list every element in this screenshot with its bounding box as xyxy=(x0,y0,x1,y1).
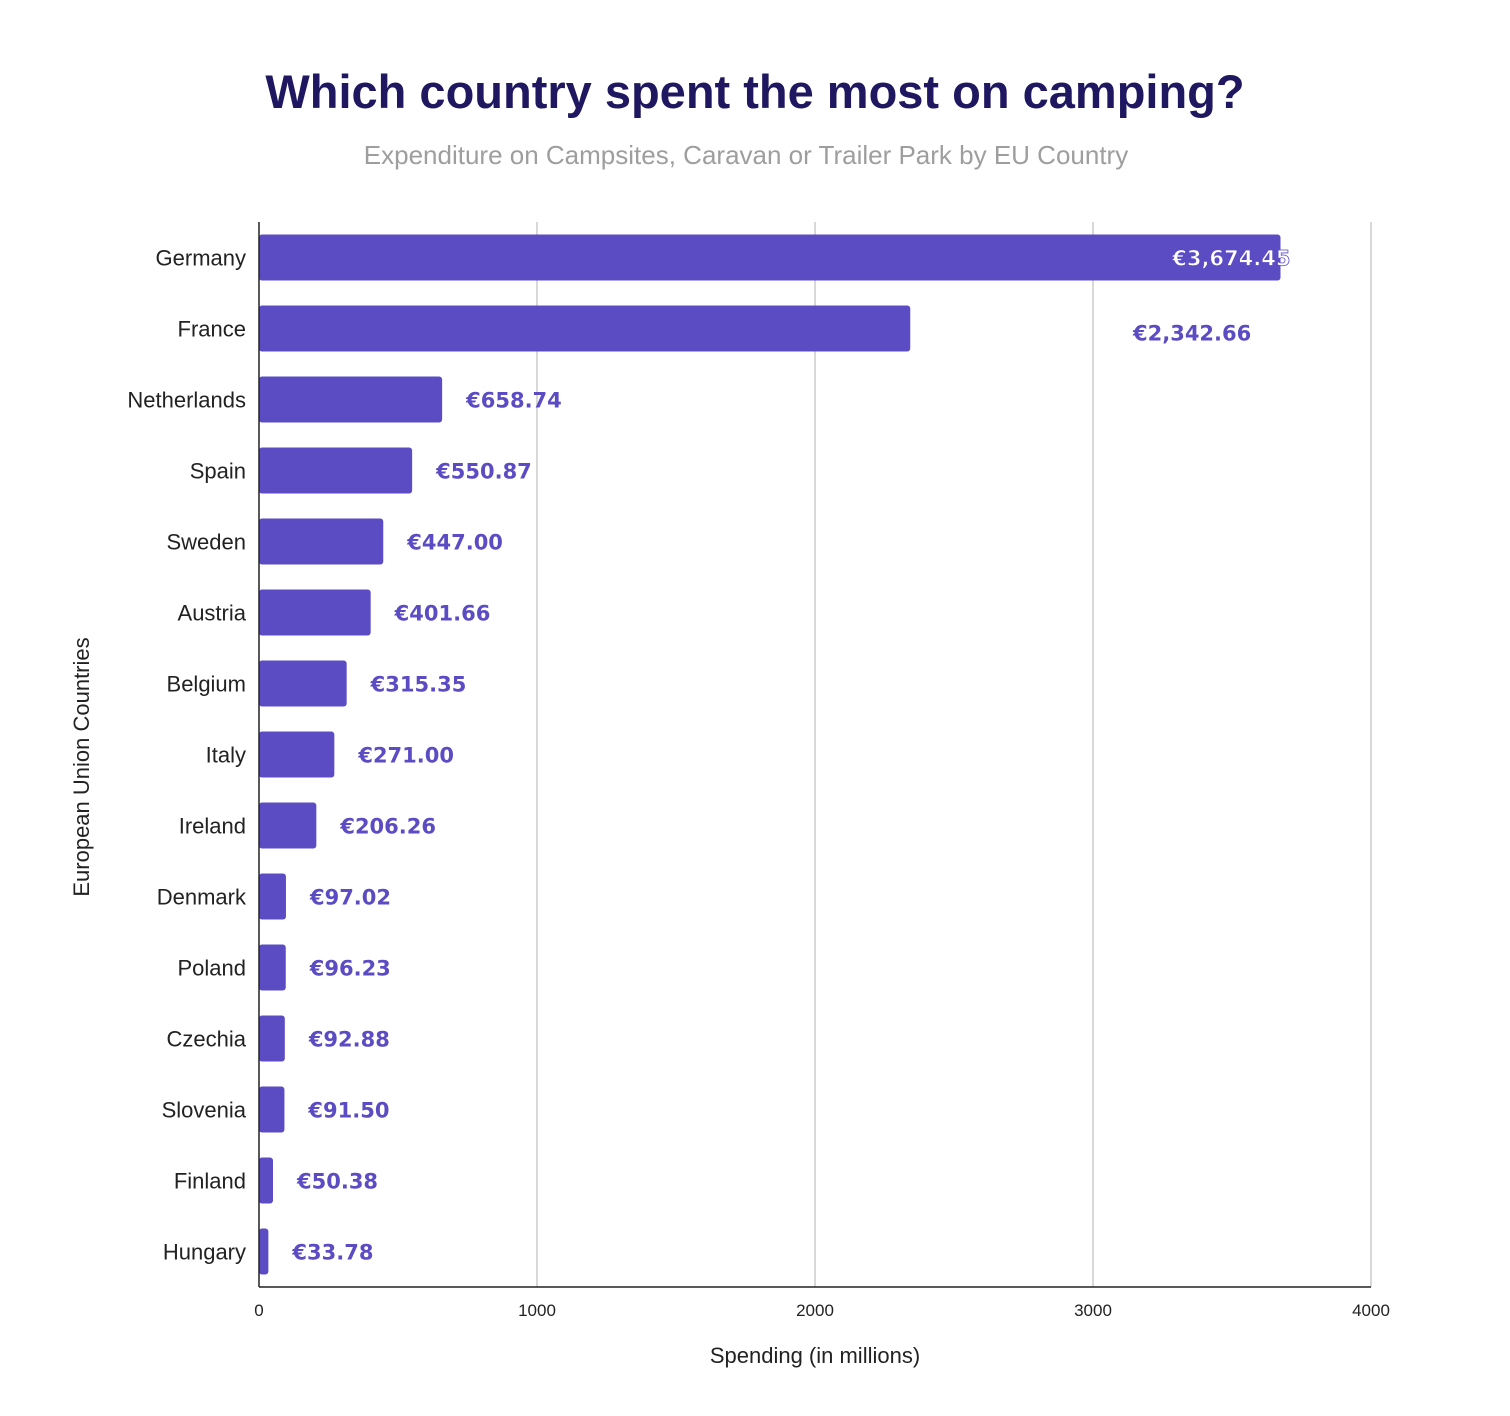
x-tick-label: 2000 xyxy=(796,1301,834,1320)
category-label: Denmark xyxy=(157,885,247,910)
data-label: €550.87 xyxy=(435,460,532,484)
category-label: Hungary xyxy=(163,1240,246,1265)
bar xyxy=(259,944,286,991)
data-label: €96.23 xyxy=(309,957,391,981)
data-labels: €3,674.45 €2,342.66 €658.74 €550.87 €447.00 €… xyxy=(291,246,1291,1265)
y-axis-label: European Union Countries xyxy=(69,637,94,896)
data-label: €401.66 xyxy=(394,602,491,626)
x-axis-label: Spending (in millions) xyxy=(710,1343,920,1368)
bar xyxy=(259,660,347,707)
data-label: €92.88 xyxy=(308,1028,390,1052)
data-label: €3,674.45 xyxy=(1171,247,1290,271)
bar xyxy=(259,1015,285,1062)
bar xyxy=(259,802,317,849)
data-label: €206.26 xyxy=(339,815,436,839)
data-label: €658.74 xyxy=(465,389,562,413)
data-label: €315.35 xyxy=(370,673,467,697)
bar xyxy=(259,305,911,352)
bar xyxy=(259,731,335,778)
category-label: Poland xyxy=(177,956,246,981)
category-label: Czechia xyxy=(167,1027,247,1052)
data-label: €33.78 xyxy=(291,1241,373,1265)
bar xyxy=(259,447,413,494)
bar xyxy=(259,589,371,636)
x-tick-labels: 0 1000 2000 3000 4000 xyxy=(254,1301,1390,1320)
bar xyxy=(259,1228,269,1275)
chart-subtitle: Expenditure on Campsites, Caravan or Tra… xyxy=(363,140,1129,170)
category-label: Finland xyxy=(174,1169,246,1194)
bar xyxy=(259,234,1281,281)
category-label: Germany xyxy=(156,246,246,271)
data-label: €91.50 xyxy=(307,1099,389,1123)
bars xyxy=(259,234,1281,1275)
category-label: Austria xyxy=(178,601,247,626)
category-label: Slovenia xyxy=(162,1098,247,1123)
bar xyxy=(259,376,443,423)
bar xyxy=(259,518,384,565)
bar xyxy=(259,1157,274,1204)
data-label: €50.38 xyxy=(296,1170,378,1194)
category-label: Spain xyxy=(190,459,246,484)
gridlines xyxy=(536,222,1372,1287)
bar xyxy=(259,873,286,920)
category-label: Belgium xyxy=(167,672,246,697)
category-label: Ireland xyxy=(179,814,246,839)
category-label: Italy xyxy=(206,743,246,768)
category-labels: Germany France Netherlands Spain Sweden Austr… xyxy=(127,246,247,1265)
data-label: €97.02 xyxy=(309,886,391,910)
category-label: France xyxy=(178,317,246,342)
category-label: Sweden xyxy=(166,530,246,555)
x-tick-label: 3000 xyxy=(1074,1301,1112,1320)
category-label: Netherlands xyxy=(127,388,246,413)
data-label: €2,342.66 xyxy=(1132,322,1251,346)
bar xyxy=(259,1086,285,1133)
x-tick-label: 1000 xyxy=(518,1301,556,1320)
data-label: €447.00 xyxy=(406,531,503,555)
data-label: €271.00 xyxy=(357,744,454,768)
x-tick-label: 4000 xyxy=(1352,1301,1390,1320)
x-tick-label: 0 xyxy=(254,1301,263,1320)
chart-title: Which country spent the most on camping? xyxy=(265,65,1245,118)
